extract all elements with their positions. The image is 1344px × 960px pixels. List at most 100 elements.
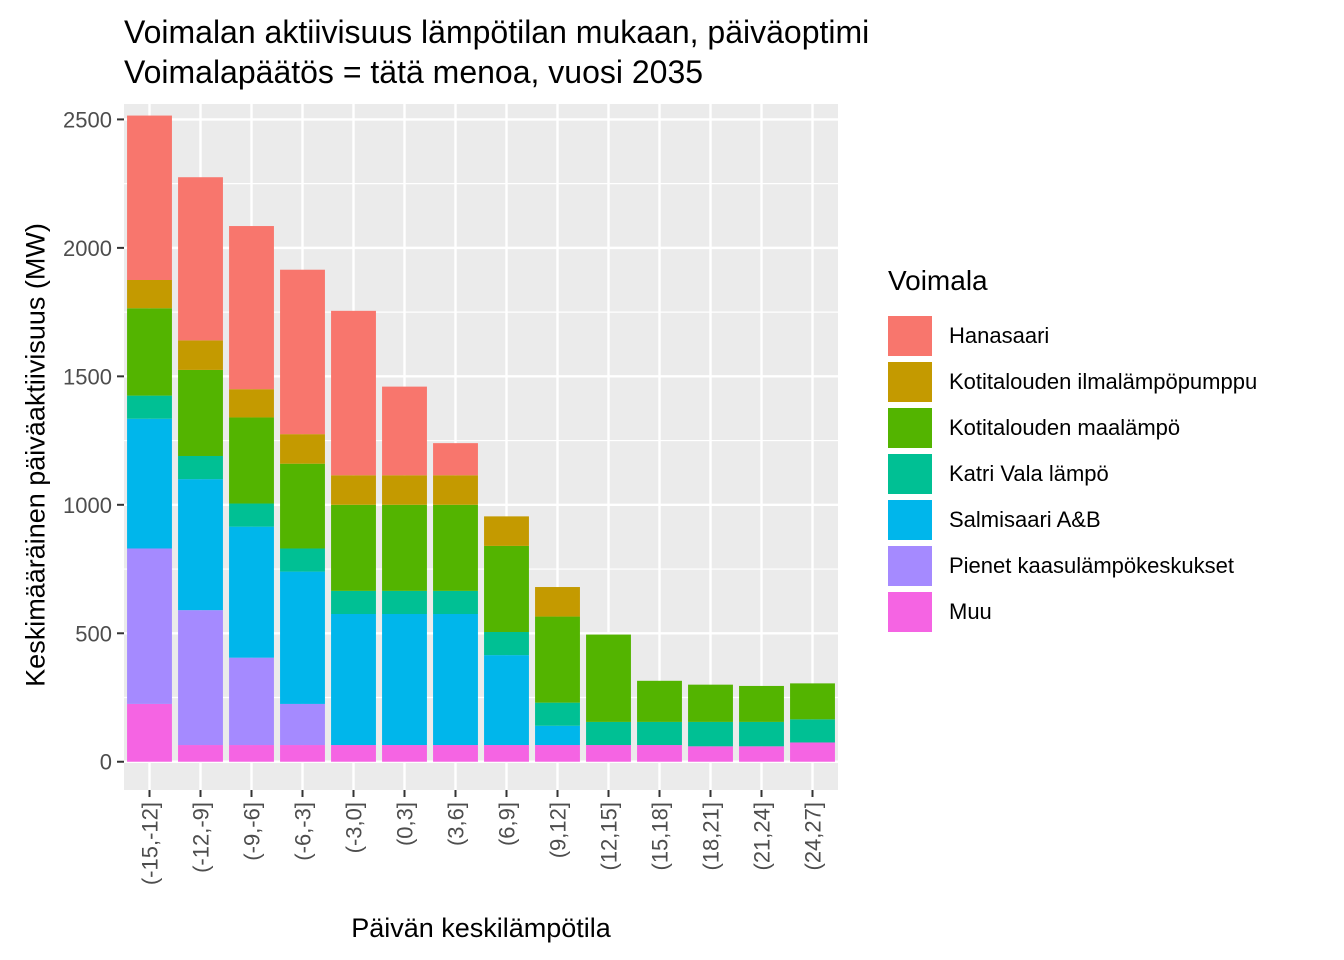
bar-segment — [739, 722, 784, 746]
bar-segment — [229, 745, 274, 762]
bar-segment — [586, 745, 631, 762]
legend-label: Salmisaari A&B — [949, 507, 1101, 533]
bar-segment — [127, 280, 172, 308]
bar-segment — [688, 685, 733, 722]
bar-segment — [280, 745, 325, 762]
y-tick-label: 1000 — [63, 493, 112, 518]
bar-segment — [484, 632, 529, 655]
bar-segment — [739, 686, 784, 722]
bar-segment — [331, 505, 376, 591]
x-tick-label: (21,24] — [750, 802, 775, 871]
legend-item: Salmisaari A&B — [888, 497, 1257, 543]
bar-segment — [433, 475, 478, 505]
legend-label: Kotitalouden ilmalämpöpumppu — [949, 369, 1257, 395]
legend-swatch — [888, 454, 932, 494]
bar-segment — [331, 311, 376, 475]
bar-segment — [178, 479, 223, 610]
legend-swatch — [888, 546, 932, 586]
legend-item: Kotitalouden maalämpö — [888, 405, 1257, 451]
bar-segment — [280, 704, 325, 745]
bar-segment — [229, 504, 274, 527]
x-tick-label: (6,9] — [495, 802, 520, 846]
x-tick-label: (12,15] — [597, 802, 622, 871]
bar-segment — [382, 505, 427, 591]
x-tick-label: (-3,0] — [342, 802, 367, 853]
x-tick-label: (0,3] — [393, 802, 418, 846]
bar-segment — [433, 745, 478, 762]
bar-segment — [178, 456, 223, 479]
legend: Voimala Hanasaari Kotitalouden ilmalämpöp… — [888, 264, 1257, 635]
bar-segment — [331, 591, 376, 614]
bar-segment — [229, 226, 274, 389]
bar-segment — [535, 745, 580, 762]
legend-item: Hanasaari — [888, 313, 1257, 359]
x-axis-label: Päivän keskilämpötila — [351, 913, 611, 944]
legend-label: Muu — [949, 599, 992, 625]
bar-segment — [484, 745, 529, 762]
y-tick-label: 2500 — [63, 107, 112, 132]
bar-segment — [229, 417, 274, 503]
bar-segment — [382, 475, 427, 505]
bar-segment — [688, 746, 733, 761]
y-tick-label: 0 — [100, 750, 112, 775]
bar-segment — [229, 389, 274, 417]
bar-segment — [382, 387, 427, 476]
x-tick-label: (18,21] — [699, 802, 724, 871]
bar-segment — [433, 614, 478, 745]
legend-label: Pienet kaasulämpökeskukset — [949, 553, 1234, 579]
x-axis: (-15,-12] (-12,-9] (-9,-6] (-6,-3] (-3,0] (0,… — [138, 790, 826, 885]
bar-segment — [127, 419, 172, 549]
bar-segment — [433, 591, 478, 614]
chart-title: Voimalan aktiivisuus lämpötilan mukaan, … — [124, 14, 869, 51]
bar-segment — [382, 745, 427, 762]
y-axis-label: Keskimääräinen päiväaktiivisuus (MW) — [21, 223, 52, 687]
bar-segment — [484, 546, 529, 632]
legend-items: Hanasaari Kotitalouden ilmalämpöpumppu Kot… — [888, 313, 1257, 635]
bar-segment — [535, 703, 580, 726]
bar-segment — [178, 177, 223, 340]
legend-swatch — [888, 500, 932, 540]
bar-segment — [229, 527, 274, 658]
bar-segment — [535, 617, 580, 703]
bar-segment — [637, 681, 682, 722]
bar-segment — [484, 516, 529, 546]
bar-segment — [229, 658, 274, 745]
bar-segment — [331, 614, 376, 745]
x-tick-label: (9,12] — [546, 802, 571, 858]
y-axis: 0 500 1000 1500 2000 2500 — [63, 107, 124, 774]
bar-segment — [433, 443, 478, 475]
legend-item: Pienet kaasulämpökeskukset — [888, 543, 1257, 589]
legend-label: Katri Vala lämpö — [949, 461, 1109, 487]
legend-item: Kotitalouden ilmalämpöpumppu — [888, 359, 1257, 405]
chart-subtitle: Voimalapäätös = tätä menoa, vuosi 2035 — [124, 54, 703, 91]
bar-segment — [178, 370, 223, 456]
y-tick-label: 2000 — [63, 236, 112, 261]
bar-segment — [535, 726, 580, 745]
y-tick-label: 1500 — [63, 364, 112, 389]
legend-swatch — [888, 362, 932, 402]
legend-item: Katri Vala lämpö — [888, 451, 1257, 497]
x-tick-label: (24,27] — [801, 802, 826, 871]
bar-segment — [790, 683, 835, 719]
bar-segment — [790, 742, 835, 761]
x-tick-label: (-9,-6] — [240, 802, 265, 861]
y-tick-label: 500 — [75, 621, 112, 646]
legend-item: Muu — [888, 589, 1257, 635]
legend-label: Kotitalouden maalämpö — [949, 415, 1180, 441]
x-tick-label: (3,6] — [444, 802, 469, 846]
bar-segment — [127, 308, 172, 395]
bar-segment — [331, 475, 376, 505]
bar-segment — [790, 719, 835, 742]
x-tick-label: (15,18] — [648, 802, 673, 871]
bar-segment — [178, 340, 223, 370]
bar-segment — [535, 587, 580, 617]
bar-segment — [280, 572, 325, 704]
bar-segment — [127, 396, 172, 419]
legend-label: Hanasaari — [949, 323, 1049, 349]
bar-segment — [178, 745, 223, 762]
x-tick-label: (-12,-9] — [189, 802, 214, 873]
legend-swatch — [888, 408, 932, 448]
bar-segment — [127, 548, 172, 703]
x-tick-label: (-6,-3] — [291, 802, 316, 861]
bar-segment — [280, 434, 325, 464]
